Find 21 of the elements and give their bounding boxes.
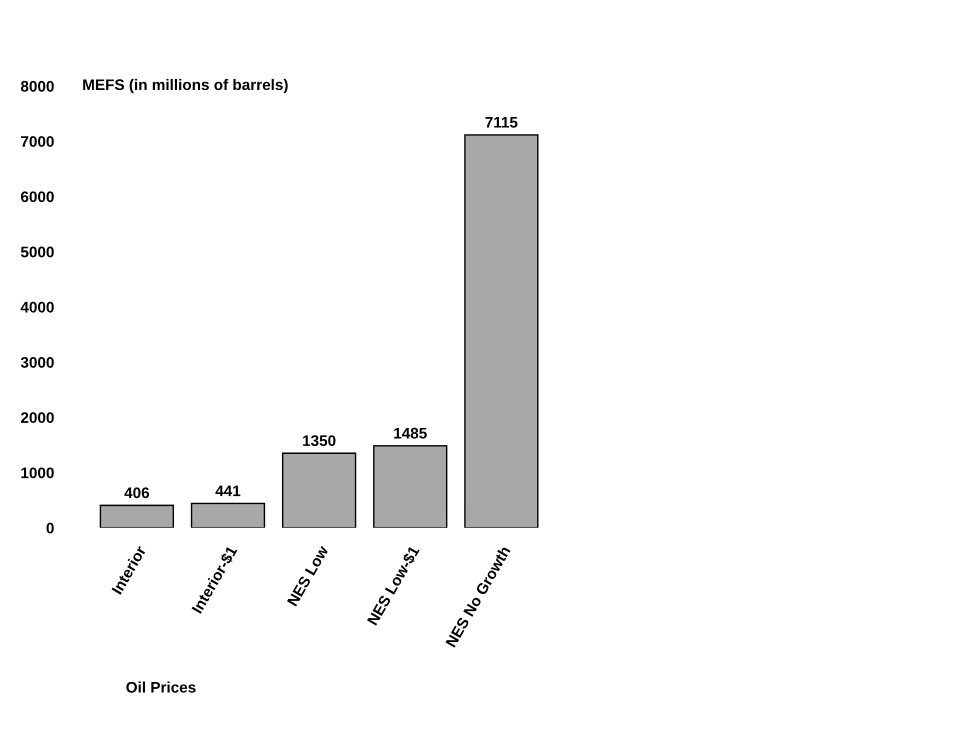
y-tick-label: 2000 xyxy=(20,412,54,424)
y-tick-label: 5000 xyxy=(20,246,54,258)
data-label: 7115 xyxy=(485,117,518,128)
y-axis-title: MEFS (in millions of barrels) xyxy=(83,78,288,94)
data-label: 1350 xyxy=(303,435,336,446)
x-axis-title: Oil Prices xyxy=(126,681,196,693)
y-tick-label: 7000 xyxy=(21,136,54,147)
bar xyxy=(190,502,266,528)
data-label: 441 xyxy=(215,486,240,496)
bar xyxy=(373,445,448,528)
bar xyxy=(100,504,174,528)
y-tick-label: 6000 xyxy=(20,191,54,202)
bar xyxy=(464,134,538,528)
y-tick-label: 0 xyxy=(46,522,54,534)
y-tick-label: 8000 xyxy=(20,80,54,92)
data-label: 1485 xyxy=(394,428,427,439)
y-tick-label: 1000 xyxy=(21,467,54,478)
data-label: 406 xyxy=(124,487,150,498)
y-tick-label: 4000 xyxy=(20,302,54,313)
y-tick-label: 3000 xyxy=(20,357,54,368)
bar xyxy=(282,452,356,528)
